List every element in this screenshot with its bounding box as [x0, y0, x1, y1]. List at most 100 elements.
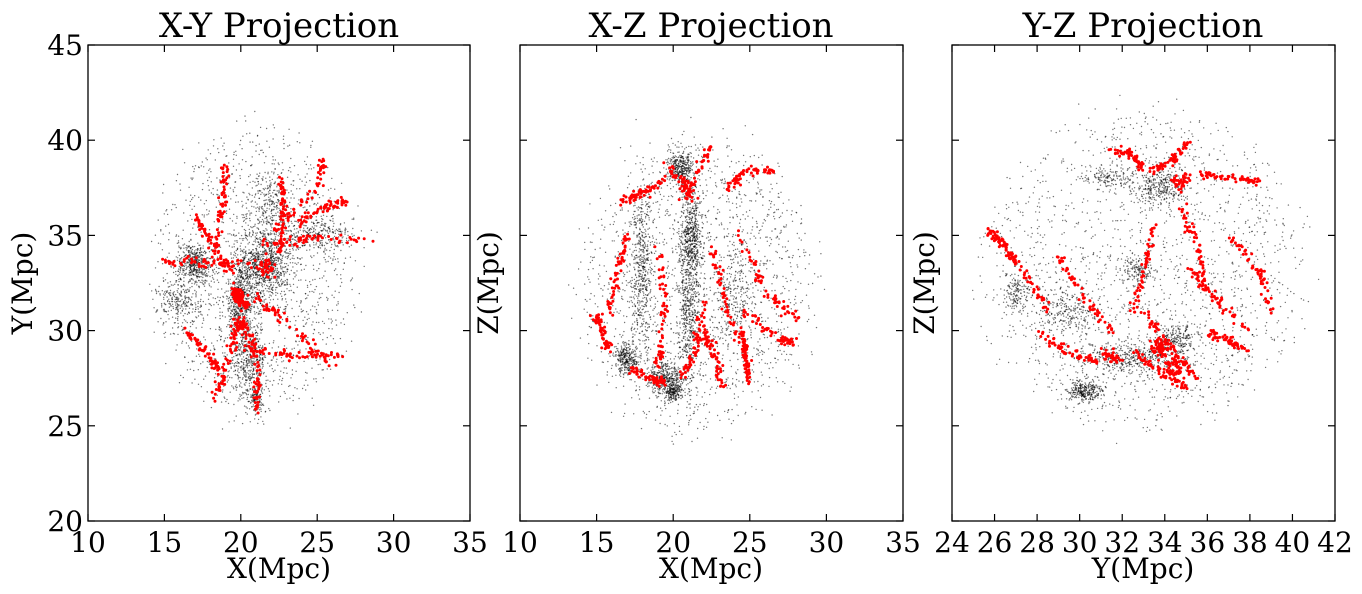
- scatter-point: [189, 279, 191, 281]
- scatter-point: [228, 162, 230, 164]
- scatter-point: [271, 247, 273, 250]
- scatter-point: [230, 332, 234, 335]
- scatter-point: [192, 265, 194, 267]
- scatter-point: [262, 300, 264, 302]
- scatter-point: [175, 306, 178, 309]
- scatter-point: [229, 299, 232, 301]
- scatter-point: [274, 252, 276, 254]
- scatter-point: [249, 371, 251, 373]
- scatter-point: [197, 300, 199, 303]
- scatter-point: [292, 225, 295, 227]
- scatter-point: [189, 298, 191, 301]
- scatter-point: [293, 242, 297, 246]
- scatter-point: [219, 317, 221, 320]
- scatter-point: [257, 327, 259, 329]
- scatter-point: [272, 124, 274, 126]
- scatter-point: [242, 316, 246, 319]
- scatter-point: [241, 422, 244, 425]
- scatter-point: [243, 216, 246, 219]
- scatter-point: [315, 311, 317, 314]
- scatter-point: [210, 263, 214, 267]
- scatter-point: [162, 192, 164, 194]
- scatter-point: [191, 273, 193, 275]
- scatter-point: [248, 175, 250, 178]
- scatter-point: [199, 248, 202, 251]
- scatter-point: [272, 261, 274, 264]
- scatter-point: [283, 367, 285, 369]
- scatter-point: [220, 215, 224, 219]
- scatter-point: [162, 324, 164, 326]
- scatter-point: [256, 400, 260, 404]
- scatter-point: [351, 218, 353, 220]
- scatter-point: [250, 286, 252, 289]
- scatter-point: [281, 262, 283, 264]
- scatter-point: [192, 177, 194, 179]
- scatter-point: [242, 216, 244, 219]
- scatter-point: [294, 324, 296, 326]
- scatter-point: [337, 246, 339, 248]
- scatter-point: [235, 389, 238, 391]
- scatter-point: [271, 243, 273, 245]
- scatter-point: [246, 133, 248, 135]
- scatter-point: [254, 391, 258, 394]
- scatter-point: [325, 343, 327, 345]
- scatter-point: [333, 252, 335, 255]
- scatter-point: [161, 263, 164, 265]
- scatter-point: [267, 362, 269, 364]
- scatter-point: [210, 181, 212, 183]
- scatter-point: [283, 391, 285, 393]
- scatter-point: [227, 309, 229, 311]
- scatter-point: [331, 294, 333, 296]
- scatter-point: [273, 214, 276, 217]
- scatter-point: [357, 205, 359, 207]
- scatter-point: [272, 284, 275, 286]
- scatter-point: [306, 156, 309, 158]
- scatter-point: [268, 268, 272, 272]
- scatter-point: [202, 245, 204, 247]
- scatter-point: [284, 392, 286, 395]
- scatter-point: [179, 183, 181, 185]
- scatter-point: [195, 272, 197, 275]
- scatter-point: [284, 256, 287, 258]
- scatter-point: [157, 321, 159, 323]
- scatter-point: [246, 314, 248, 316]
- scatter-point: [243, 405, 246, 407]
- scatter-point: [268, 279, 270, 281]
- scatter-point: [162, 183, 165, 186]
- scatter-point: [252, 249, 254, 251]
- scatter-point: [240, 254, 242, 256]
- scatter-point: [178, 246, 180, 249]
- scatter-point: [237, 278, 239, 280]
- scatter-point: [246, 394, 248, 396]
- scatter-point: [257, 364, 261, 367]
- scatter-point: [245, 364, 247, 366]
- scatter-point: [278, 277, 280, 279]
- scatter-point: [334, 230, 336, 232]
- scatter-point: [310, 144, 312, 147]
- panel-title: X-Y Projection: [159, 6, 399, 46]
- scatter-point: [194, 289, 196, 292]
- scatter-point: [193, 170, 195, 173]
- scatter-point: [302, 241, 305, 245]
- scatter-point: [174, 283, 176, 285]
- scatter-point: [259, 172, 261, 174]
- scatter-point: [183, 277, 185, 279]
- scatter-point: [276, 177, 279, 179]
- scatter-point: [249, 285, 252, 287]
- scatter-point: [195, 291, 197, 293]
- scatter-point: [328, 239, 330, 241]
- scatter-point: [297, 248, 300, 251]
- scatter-point: [237, 378, 239, 380]
- scatter-point: [271, 359, 273, 361]
- scatter-point: [232, 317, 236, 321]
- scatter-point: [328, 318, 330, 320]
- scatter-point: [193, 369, 195, 372]
- scatter-point: [223, 194, 227, 198]
- scatter-point: [250, 288, 252, 290]
- scatter-point: [182, 303, 184, 305]
- scatter-point: [249, 132, 251, 134]
- scatter-point: [234, 252, 237, 255]
- scatter-point: [168, 285, 171, 288]
- scatter-point: [187, 220, 189, 222]
- scatter-point: [339, 337, 342, 340]
